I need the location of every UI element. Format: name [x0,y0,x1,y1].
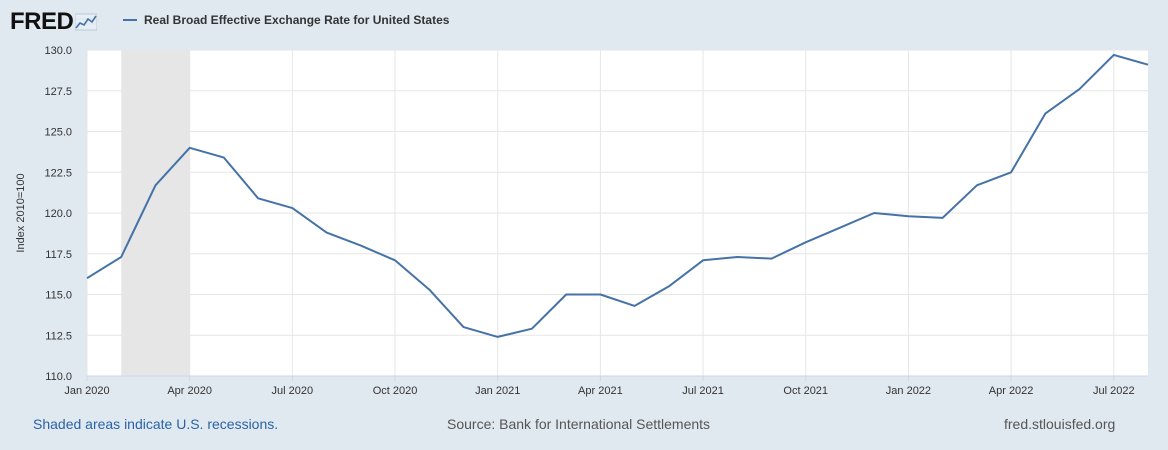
y-tick-label: 125.0 [44,127,72,139]
x-tick-label: Apr 2020 [167,385,212,397]
fred-logo-text: FRED [10,8,74,35]
x-tick-label: Apr 2022 [989,385,1034,397]
y-tick-label: 112.5 [45,330,72,342]
x-tick-label: Jul 2020 [272,385,314,397]
x-tick-label: Jan 2020 [64,385,109,397]
x-tick-label: Jul 2022 [1093,385,1135,397]
y-tick-label: 127.5 [44,86,72,98]
source-note: Source: Bank for International Settlemen… [447,416,711,432]
x-tick-label: Apr 2021 [578,385,623,397]
y-tick-label: 115.0 [45,290,72,302]
fred-logo[interactable]: FRED [10,8,98,36]
fred-chart-icon [75,13,98,31]
legend-line-swatch [123,19,137,21]
y-tick-label: 120.0 [44,208,72,220]
chart-header: FRED Real Broad Effective Exchange Rate … [10,6,1158,36]
y-tick-label: 117.5 [45,249,72,261]
y-tick-label: 110.0 [45,371,72,383]
x-tick-label: Oct 2021 [783,385,828,397]
legend-series-label: Real Broad Effective Exchange Rate for U… [144,13,450,27]
series-line [86,53,1149,338]
line-chart: 110.0 112.5 115.0 117.5 120.0 122.5 125.0 127.5… [15,45,1149,397]
y-tick-label: 130.0 [44,45,72,57]
y-axis-title: Index 2010=100 [15,173,27,252]
recession-note: Shaded areas indicate U.S. recessions. [33,416,279,432]
x-tick-label: Jan 2021 [475,385,520,397]
site-link[interactable]: fred.stlouisfed.org [1004,416,1116,432]
x-tick-label: Jul 2021 [682,385,724,397]
y-tick-label: 122.5 [44,167,72,179]
x-tick-label: Oct 2020 [373,385,418,397]
x-tick-label: Jan 2022 [886,385,931,397]
chart-legend: Real Broad Effective Exchange Rate for U… [123,13,449,27]
